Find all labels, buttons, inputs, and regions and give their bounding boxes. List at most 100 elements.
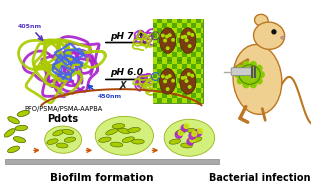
- Bar: [187, 74, 191, 78]
- Circle shape: [181, 125, 188, 131]
- Bar: [157, 52, 162, 57]
- Circle shape: [168, 75, 171, 77]
- Bar: [153, 60, 157, 64]
- Circle shape: [188, 73, 190, 76]
- Bar: [153, 69, 157, 74]
- Circle shape: [250, 82, 256, 88]
- Bar: [191, 47, 196, 52]
- Ellipse shape: [132, 139, 144, 144]
- Ellipse shape: [122, 137, 134, 143]
- Bar: [182, 98, 187, 103]
- Ellipse shape: [62, 129, 74, 135]
- Ellipse shape: [254, 14, 268, 26]
- Bar: [196, 83, 201, 88]
- Circle shape: [172, 39, 174, 41]
- Bar: [201, 78, 203, 83]
- Circle shape: [166, 47, 169, 50]
- Circle shape: [259, 72, 264, 77]
- Bar: [191, 88, 196, 93]
- Bar: [187, 33, 191, 38]
- Bar: [201, 38, 203, 43]
- Bar: [191, 78, 196, 83]
- Bar: [187, 83, 191, 88]
- Circle shape: [184, 35, 187, 38]
- Text: Biofilm formation: Biofilm formation: [50, 173, 154, 183]
- Ellipse shape: [233, 45, 282, 114]
- Bar: [153, 98, 157, 103]
- Bar: [153, 19, 157, 23]
- Circle shape: [168, 34, 171, 36]
- Ellipse shape: [191, 137, 202, 143]
- Bar: [177, 93, 182, 98]
- Circle shape: [189, 132, 196, 139]
- Bar: [157, 64, 162, 69]
- Ellipse shape: [112, 124, 125, 129]
- Bar: [167, 64, 172, 69]
- Bar: [177, 83, 182, 88]
- Circle shape: [237, 78, 243, 84]
- Text: pH 7.4: pH 7.4: [110, 32, 143, 41]
- Bar: [157, 23, 162, 28]
- Bar: [201, 69, 203, 74]
- Circle shape: [184, 76, 187, 79]
- Bar: [182, 47, 187, 52]
- Bar: [153, 38, 157, 43]
- Ellipse shape: [110, 142, 123, 147]
- Bar: [201, 98, 203, 103]
- Text: ✗: ✗: [118, 80, 129, 93]
- Circle shape: [195, 129, 202, 136]
- Bar: [172, 28, 177, 33]
- Bar: [157, 33, 162, 38]
- Bar: [191, 60, 196, 64]
- Bar: [201, 19, 203, 23]
- Ellipse shape: [99, 137, 111, 142]
- Text: Pdots: Pdots: [48, 114, 79, 124]
- Text: PFO/PSMA/PSMA-AAPBA: PFO/PSMA/PSMA-AAPBA: [24, 106, 102, 112]
- Circle shape: [243, 61, 249, 67]
- Ellipse shape: [17, 110, 29, 116]
- Circle shape: [191, 34, 194, 36]
- Bar: [177, 52, 182, 57]
- Ellipse shape: [8, 146, 20, 153]
- Circle shape: [181, 36, 184, 38]
- Bar: [167, 74, 172, 78]
- Circle shape: [172, 79, 174, 82]
- Text: 405nm: 405nm: [18, 24, 42, 29]
- Ellipse shape: [118, 128, 131, 134]
- Circle shape: [256, 65, 262, 71]
- Bar: [157, 74, 162, 78]
- Circle shape: [243, 82, 249, 88]
- Bar: [172, 60, 177, 64]
- Bar: [162, 38, 167, 43]
- Bar: [162, 57, 167, 62]
- Circle shape: [184, 124, 189, 129]
- Ellipse shape: [56, 143, 68, 148]
- Bar: [191, 28, 196, 33]
- Bar: [5, 159, 219, 164]
- Circle shape: [166, 35, 168, 38]
- Circle shape: [166, 88, 169, 90]
- Circle shape: [188, 86, 191, 88]
- Ellipse shape: [160, 28, 176, 53]
- Circle shape: [188, 45, 191, 47]
- Circle shape: [178, 130, 183, 135]
- Bar: [191, 57, 196, 62]
- Bar: [153, 28, 157, 33]
- Circle shape: [237, 65, 243, 71]
- Ellipse shape: [106, 129, 118, 135]
- Bar: [187, 93, 191, 98]
- Bar: [167, 93, 172, 98]
- Bar: [201, 88, 203, 93]
- Ellipse shape: [181, 143, 192, 148]
- Ellipse shape: [53, 130, 64, 136]
- Ellipse shape: [45, 126, 82, 153]
- Ellipse shape: [164, 119, 215, 156]
- Bar: [153, 78, 157, 83]
- Bar: [162, 19, 167, 23]
- Bar: [196, 93, 201, 98]
- Ellipse shape: [239, 65, 260, 84]
- Bar: [172, 47, 177, 52]
- Bar: [172, 98, 177, 103]
- Circle shape: [166, 76, 168, 79]
- Bar: [201, 28, 203, 33]
